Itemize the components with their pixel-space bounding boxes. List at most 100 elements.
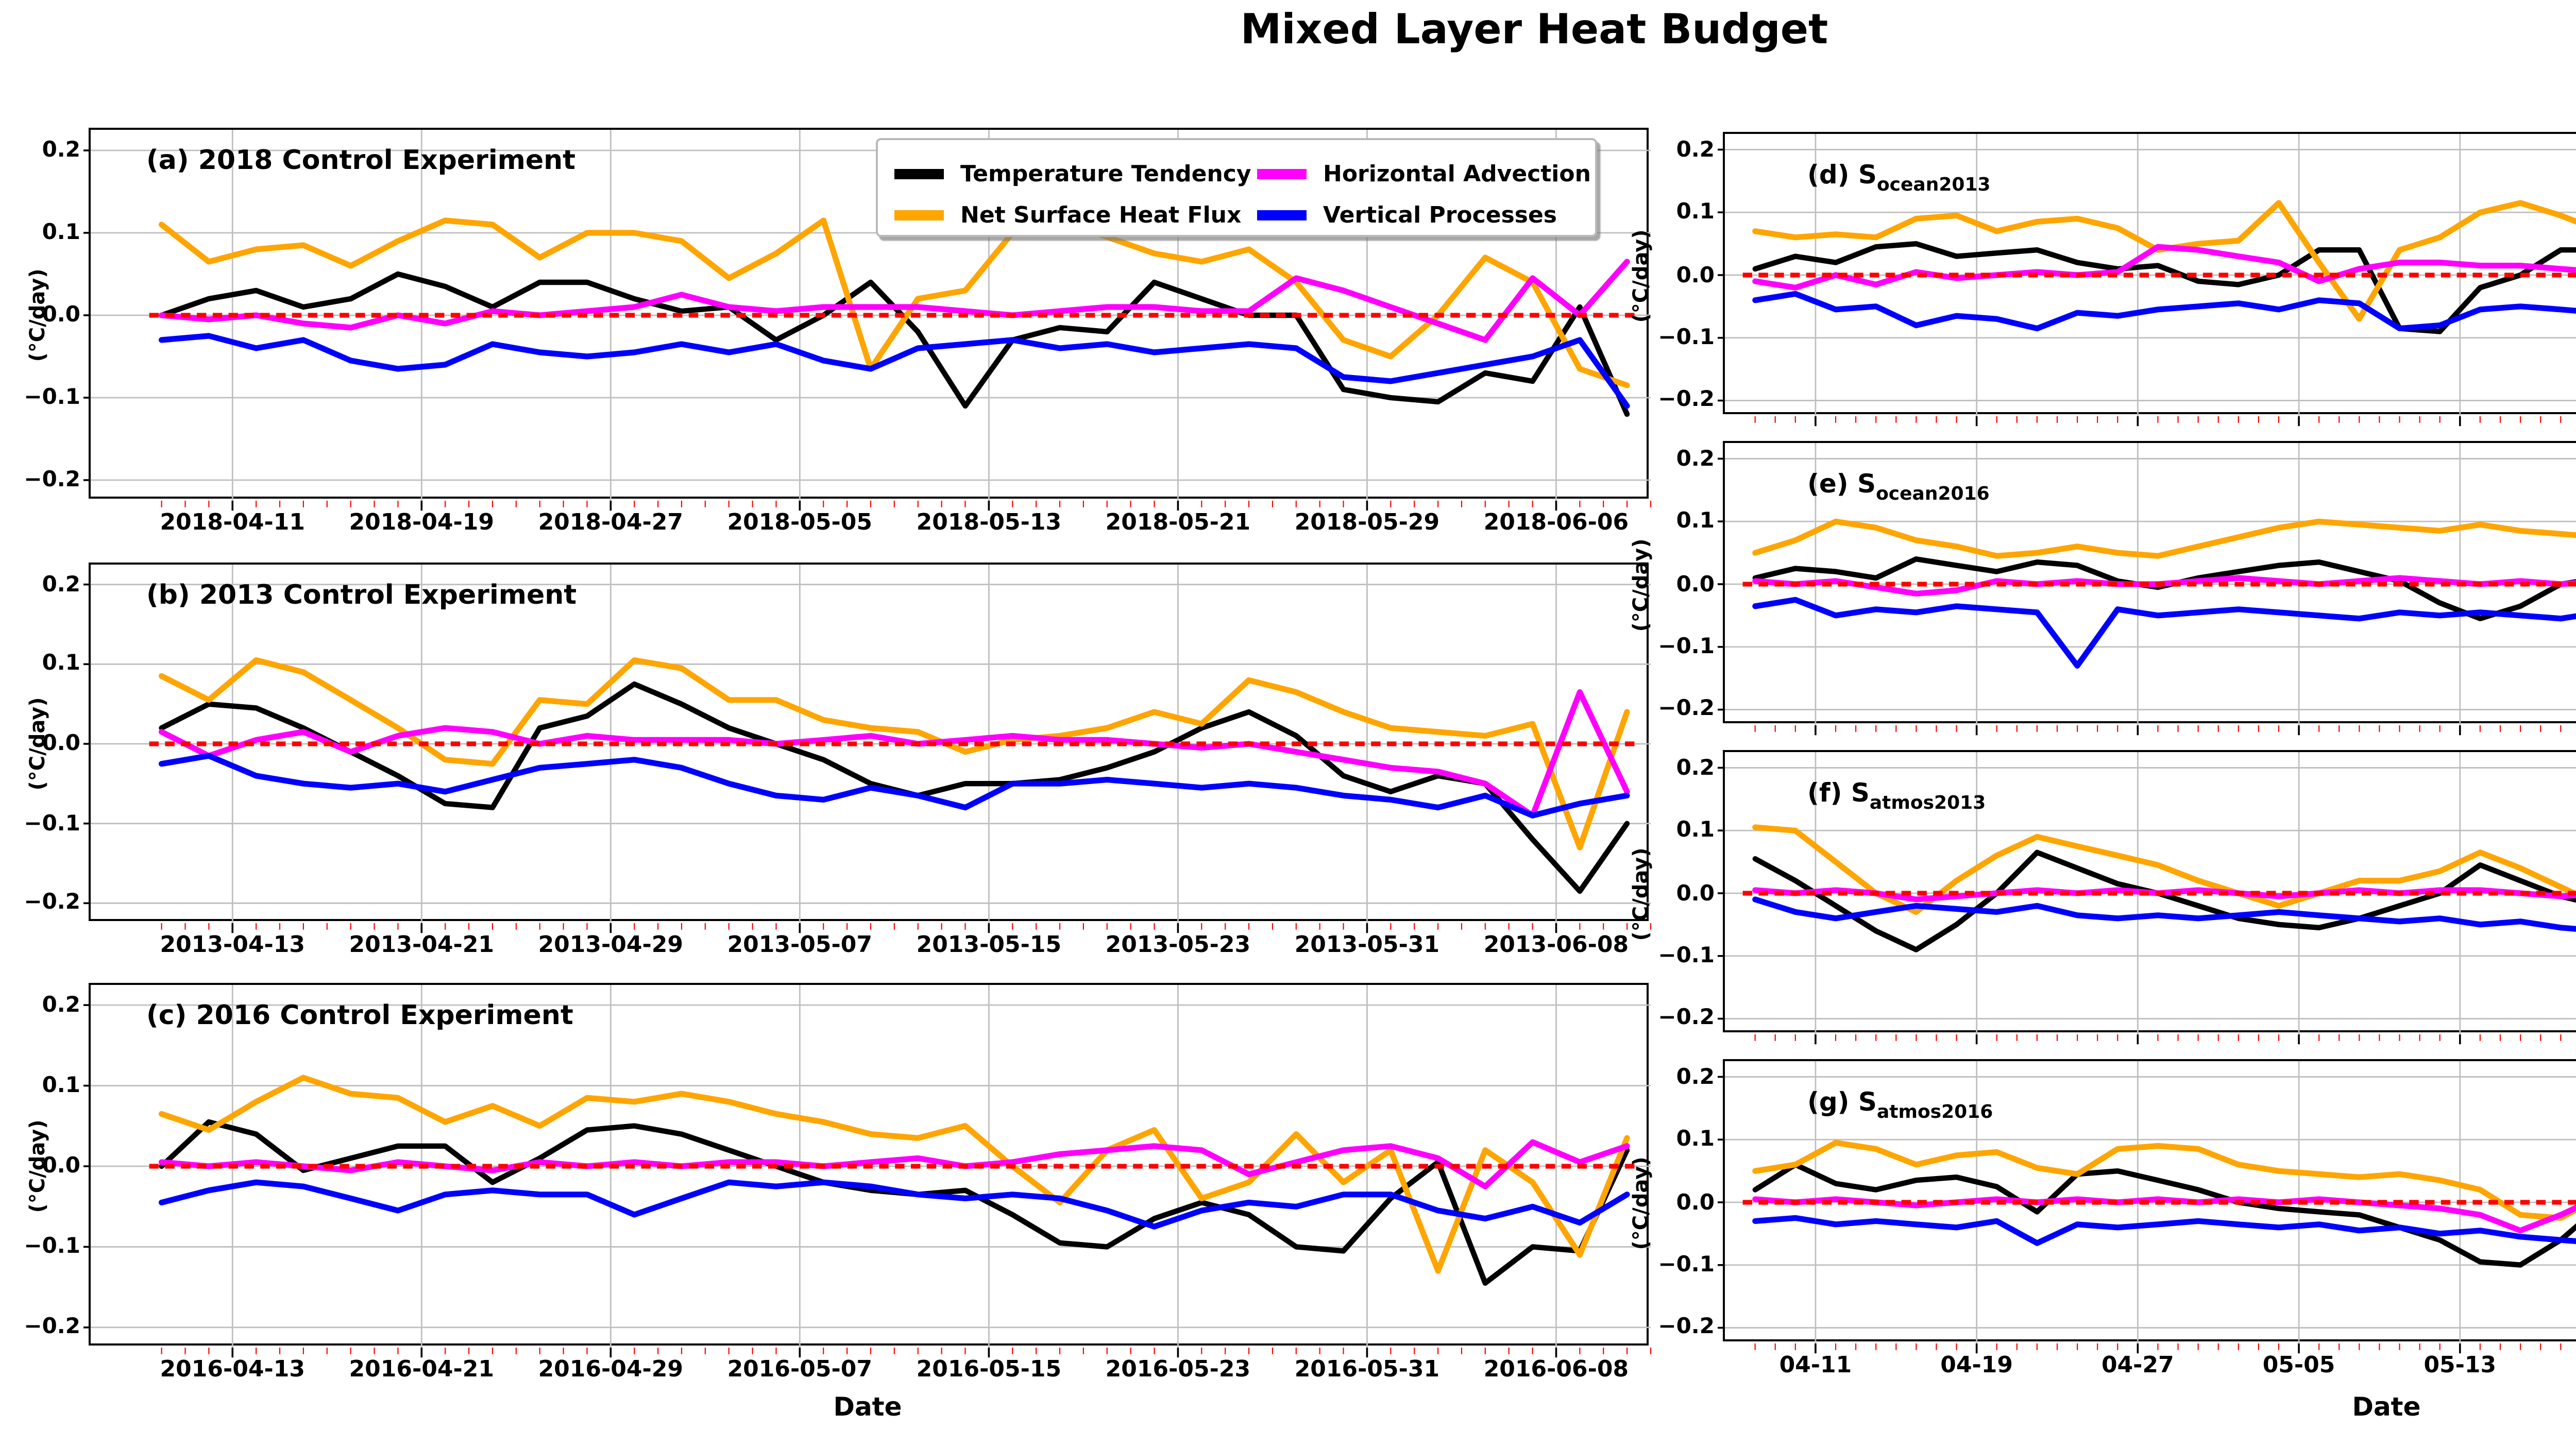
legend-label: Vertical Processes bbox=[1323, 202, 1557, 229]
temperature_tendency-line bbox=[1755, 853, 2576, 1016]
y-tick-label: 0.2 bbox=[14, 572, 80, 597]
x-tick-label: 2018-05-29 bbox=[1270, 511, 1464, 536]
plot-svg bbox=[91, 985, 1651, 1348]
x-tick-label: 2013-05-07 bbox=[703, 933, 896, 958]
temperature_tendency-line bbox=[1755, 244, 2576, 341]
legend-entry: Temperature Tendency bbox=[894, 152, 1251, 192]
legend-label: Net Surface Heat Flux bbox=[960, 202, 1241, 229]
y-axis-label: (°C/day) bbox=[1631, 229, 1654, 322]
panel-label-text: (f) S bbox=[1807, 777, 1870, 808]
vertical_processes-line bbox=[1755, 1218, 2576, 1265]
y-tick-label: −0.2 bbox=[1649, 388, 1715, 413]
panel-label: (b) 2013 Control Experiment bbox=[146, 581, 577, 612]
panel-label: (c) 2016 Control Experiment bbox=[146, 1001, 573, 1032]
panel-label-subscript: ocean2013 bbox=[1877, 176, 1991, 197]
panel-label: (f) Satmos2013 bbox=[1807, 777, 1986, 815]
legend-box: Temperature Tendency Net Surface Heat Flu… bbox=[876, 138, 1597, 237]
legend-entry: Horizontal Advection bbox=[1257, 152, 1591, 192]
temperature_tendency-line bbox=[1755, 559, 2576, 646]
panel-label-text: (g) S bbox=[1807, 1086, 1877, 1117]
panel-label-text: (e) S bbox=[1807, 468, 1876, 499]
vertical_processes-legend-swatch bbox=[1257, 211, 1307, 220]
x-tick-label: 2016-05-31 bbox=[1270, 1358, 1464, 1383]
plot-svg bbox=[91, 565, 1651, 923]
panel-label-subscript: atmos2013 bbox=[1870, 794, 1986, 815]
y-tick-label: 0.1 bbox=[1649, 200, 1715, 225]
y-tick-label: 0.2 bbox=[14, 993, 80, 1017]
y-tick-label: 0.1 bbox=[14, 220, 80, 245]
net_surface_heat_flux-legend-swatch bbox=[894, 211, 944, 220]
net_surface_heat_flux-line bbox=[162, 660, 1627, 848]
x-tick-label: 2016-05-23 bbox=[1081, 1358, 1275, 1383]
x-tick-label: 2018-05-21 bbox=[1081, 511, 1275, 536]
y-axis-label: (°C/day) bbox=[28, 269, 50, 362]
x-tick-label: 2013-05-31 bbox=[1270, 933, 1464, 958]
y-tick-label: −0.2 bbox=[14, 468, 80, 492]
y-tick-label: −0.1 bbox=[1649, 326, 1715, 350]
vertical_processes-line bbox=[1755, 294, 2576, 341]
y-axis-label: (°C/day) bbox=[1631, 538, 1654, 631]
figure-title: Mixed Layer Heat Budget bbox=[0, 4, 2576, 54]
x-tick-label: 05-21 bbox=[2524, 1354, 2576, 1378]
x-tick-label: 2013-06-08 bbox=[1459, 933, 1653, 958]
y-tick-label: 0.2 bbox=[1649, 446, 1715, 471]
temperature_tendency-legend-swatch bbox=[894, 169, 944, 179]
x-tick-label: 2018-06-06 bbox=[1459, 511, 1653, 536]
y-tick-label: 0.2 bbox=[14, 138, 80, 163]
y-tick-label: −0.2 bbox=[1649, 1316, 1715, 1340]
x-tick-label: 2013-04-29 bbox=[514, 933, 707, 958]
y-tick-label: 0.1 bbox=[1649, 818, 1715, 843]
x-tick-label: 2013-04-13 bbox=[135, 933, 329, 958]
legend-label: Temperature Tendency bbox=[960, 161, 1251, 188]
y-axis-label: (°C/day) bbox=[1631, 847, 1654, 940]
x-tick-label: 2018-05-05 bbox=[703, 511, 896, 536]
net_surface_heat_flux-line bbox=[162, 1078, 1627, 1271]
x-tick-label: 2018-04-19 bbox=[325, 511, 518, 536]
y-tick-label: −0.2 bbox=[1649, 1007, 1715, 1031]
x-tick-label: 2016-04-29 bbox=[514, 1358, 707, 1383]
y-tick-label: 0.2 bbox=[1649, 137, 1715, 162]
x-tick-label: 2016-05-15 bbox=[892, 1358, 1086, 1383]
y-tick-label: 0.0 bbox=[1649, 1190, 1715, 1215]
legend-entry: Net Surface Heat Flux bbox=[894, 194, 1241, 233]
y-tick-label: 0.1 bbox=[14, 1074, 80, 1098]
x-tick-label: 2018-04-11 bbox=[135, 511, 329, 536]
x-tick-label: 2013-05-15 bbox=[892, 933, 1086, 958]
y-tick-label: −0.2 bbox=[14, 1315, 80, 1340]
vertical_processes-line bbox=[162, 336, 1627, 406]
y-tick-label: −0.1 bbox=[1649, 944, 1715, 968]
y-tick-label: −0.1 bbox=[1649, 635, 1715, 659]
horizontal_advection-line bbox=[162, 692, 1627, 816]
x-tick-label: 2013-05-23 bbox=[1081, 933, 1275, 958]
panel-label-text: (a) 2018 Control Experiment bbox=[146, 146, 575, 177]
y-tick-label: −0.2 bbox=[14, 891, 80, 915]
panel-label: (d) Socean2013 bbox=[1807, 159, 1991, 197]
panel-label-subscript: ocean2016 bbox=[1876, 485, 1990, 506]
panel-label-subscript: atmos2016 bbox=[1877, 1103, 1993, 1124]
y-tick-label: −0.1 bbox=[14, 811, 80, 836]
y-tick-label: 0.2 bbox=[1649, 1064, 1715, 1089]
panel-label-text: (d) S bbox=[1807, 159, 1877, 190]
y-tick-label: −0.1 bbox=[14, 1234, 80, 1259]
x-tick-label: 2016-04-21 bbox=[325, 1358, 518, 1383]
panel-d: 0.20.10.0−0.1−0.2(d) Socean2013(°C/day)T… bbox=[1723, 132, 2576, 414]
y-tick-label: 0.0 bbox=[1649, 263, 1715, 287]
panel-label: (g) Satmos2016 bbox=[1807, 1086, 1993, 1124]
panel-label: (a) 2018 Control Experiment bbox=[146, 146, 575, 177]
panel-label: (e) Socean2016 bbox=[1807, 468, 1990, 506]
y-tick-label: 0.0 bbox=[1649, 572, 1715, 597]
x-tick-label: 2018-04-27 bbox=[514, 511, 707, 536]
y-tick-label: −0.1 bbox=[1649, 1253, 1715, 1278]
vertical_processes-line bbox=[1755, 899, 2576, 934]
xlabel-left: Date bbox=[744, 1391, 991, 1422]
x-tick-label: 2016-05-07 bbox=[703, 1358, 896, 1383]
y-tick-label: 0.1 bbox=[1649, 509, 1715, 534]
y-tick-label: −0.1 bbox=[14, 385, 80, 410]
